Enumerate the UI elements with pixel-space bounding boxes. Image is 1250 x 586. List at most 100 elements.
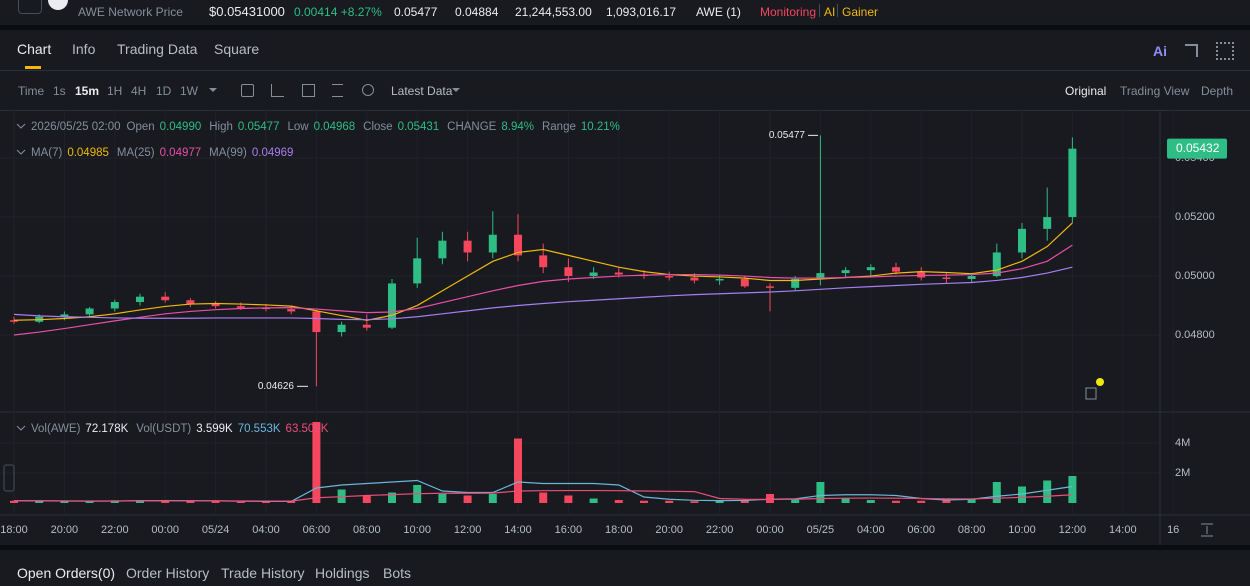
collapse-arrow[interactable]	[16, 149, 26, 155]
x-tick-label: 12:00	[454, 524, 482, 536]
y-tick-label: 2M	[1175, 467, 1190, 479]
tab[interactable]: Chart	[17, 41, 52, 57]
volume-bar	[161, 500, 170, 503]
volume-bar	[388, 492, 396, 503]
view-option[interactable]: Depth	[1201, 84, 1234, 98]
ticker-label[interactable]: Gainer	[842, 5, 879, 19]
notice-icon[interactable]	[1085, 387, 1097, 400]
ticker-label[interactable]: AI	[824, 5, 836, 19]
ticker-name[interactable]: AWE Network Price	[78, 5, 183, 19]
legend-name: Vol(USDT)	[136, 423, 191, 435]
volume-bar	[992, 482, 1001, 503]
candle-body	[211, 304, 220, 307]
volume-bar	[362, 495, 371, 503]
tab[interactable]: Trading Data	[117, 41, 198, 57]
candle-body	[539, 255, 548, 268]
y-tick-label: 4M	[1175, 437, 1190, 449]
legend-value: 0.04968	[314, 121, 356, 133]
legend-name: Range	[542, 121, 576, 133]
volume-bar	[463, 495, 472, 503]
x-tick-label: 06:00	[303, 524, 331, 536]
coin-logo	[48, 0, 68, 10]
volume-bar	[665, 500, 674, 503]
order-tab[interactable]: Holdings	[315, 565, 370, 581]
fullscreen-button[interactable]	[1185, 44, 1198, 57]
interval[interactable]: Time	[18, 84, 45, 98]
x-tick-label: 16:00	[555, 524, 583, 536]
interval[interactable]: 1D	[156, 84, 172, 98]
line	[13, 266, 1073, 321]
ticker-volume: 21,244,553.00	[515, 5, 592, 19]
volume-bar	[186, 501, 195, 503]
ai-button[interactable]: Ai	[1153, 43, 1167, 59]
volume-bar	[766, 494, 774, 503]
divider	[0, 70, 1250, 71]
volume-bar	[589, 498, 598, 503]
order-tab[interactable]: Order History	[126, 565, 210, 581]
depth-tool[interactable]	[362, 84, 374, 96]
candle-body	[866, 267, 875, 271]
tab[interactable]: Info	[72, 41, 96, 57]
legend: Open 0.04990 High 0.05477 Low 0.04968 Close 0.0…	[127, 121, 620, 133]
favorite-button[interactable]	[18, 0, 42, 14]
x-tick-label: 06:00	[907, 524, 935, 536]
x-tick-label: 00:00	[151, 524, 179, 536]
candle-body	[287, 309, 296, 312]
ticker-tag[interactable]: AWE (1)	[696, 5, 741, 19]
y-tick-label: 0.05200	[1175, 211, 1215, 223]
order-tab[interactable]: Open Orders(0)	[17, 565, 116, 581]
legend-value: 63.509K	[286, 423, 329, 435]
candle-body	[1018, 228, 1026, 253]
candle-body	[791, 278, 800, 288]
data-menu[interactable]: Latest Data	[391, 84, 453, 98]
volume-bar	[740, 500, 749, 503]
candle-body	[161, 296, 170, 301]
candle-body	[1043, 217, 1052, 229]
legend-value: 0.04985	[67, 147, 109, 159]
settings-tool[interactable]	[332, 84, 343, 97]
interval[interactable]: 1s	[53, 84, 66, 98]
candle-body	[564, 267, 573, 277]
order-tab[interactable]: Trade History	[221, 565, 305, 581]
view-option[interactable]: Trading View	[1120, 84, 1190, 98]
candle-body	[362, 324, 371, 328]
ticker-low: 0.04884	[455, 5, 499, 19]
order-tab[interactable]: Bots	[383, 565, 412, 581]
dropdown-arrow[interactable]	[452, 88, 460, 96]
dropdown-arrow[interactable]	[209, 88, 217, 96]
candle-body	[715, 278, 724, 281]
calendar-tool[interactable]	[241, 84, 254, 97]
side-toggle[interactable]	[3, 464, 15, 492]
interval[interactable]: 1H	[107, 84, 123, 98]
divider	[0, 110, 1250, 111]
x-tick-label: 05/24	[202, 524, 230, 536]
chart-type-tool[interactable]	[302, 84, 315, 97]
candle-body	[917, 271, 926, 278]
candle-body	[337, 324, 346, 333]
layout-button[interactable]	[1216, 42, 1234, 60]
volume-bar	[690, 501, 699, 503]
interval[interactable]: 4H	[131, 84, 147, 98]
volume-bar	[236, 501, 245, 503]
legend-name: CHANGE	[447, 121, 497, 133]
collapse-arrow[interactable]	[16, 123, 26, 129]
view-option[interactable]: Original	[1065, 84, 1107, 98]
volume-bar	[1043, 480, 1052, 503]
indicator-tool[interactable]	[271, 84, 284, 97]
volume-bar	[1018, 486, 1026, 503]
volume-bar	[715, 500, 724, 503]
ticker-high: 0.05477	[394, 5, 438, 19]
interval[interactable]: 15m	[75, 84, 100, 98]
legend-name: Open	[127, 121, 155, 133]
candle-body	[413, 258, 422, 284]
ticker-label[interactable]: Monitoring	[760, 5, 817, 19]
interval[interactable]: 1W	[180, 84, 198, 98]
scale-toggle[interactable]	[1201, 523, 1213, 537]
volume-bar	[35, 501, 44, 503]
volume-bar	[262, 501, 270, 503]
legend-value: 0.05431	[398, 121, 440, 133]
collapse-arrow[interactable]	[16, 425, 26, 431]
tab[interactable]: Square	[214, 41, 260, 57]
orders-panel: Open Orders(0) Order History Trade Histo…	[0, 550, 1250, 586]
x-tick-label: 14:00	[504, 524, 532, 536]
